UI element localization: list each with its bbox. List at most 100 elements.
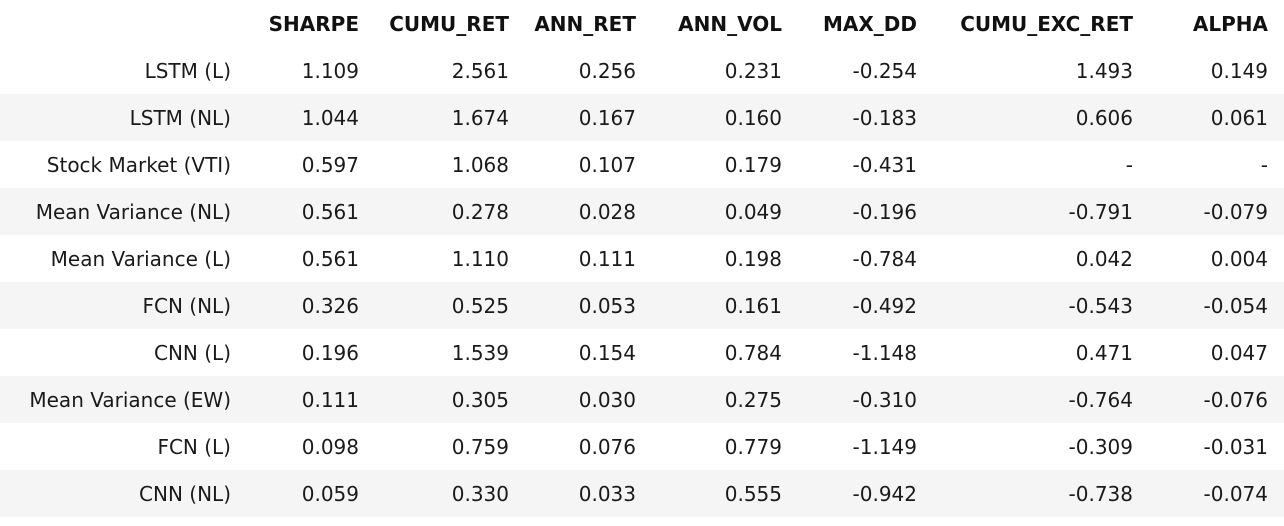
row-label: Stock Market (VTI) (0, 141, 250, 188)
cell-cumu-exc-ret: -0.309 (933, 423, 1149, 470)
table-row: LSTM (NL) 1.044 1.674 0.167 0.160 -0.183… (0, 94, 1284, 141)
cell-max-dd: -0.942 (798, 470, 933, 517)
cell-max-dd: -0.196 (798, 188, 933, 235)
cell-cumu-exc-ret: 0.606 (933, 94, 1149, 141)
cell-ann-vol: 0.179 (652, 141, 798, 188)
cell-max-dd: -0.784 (798, 235, 933, 282)
cell-alpha: 0.149 (1149, 47, 1284, 94)
cell-sharpe: 0.561 (250, 235, 375, 282)
cell-ann-vol: 0.231 (652, 47, 798, 94)
cell-ann-ret: 0.107 (525, 141, 652, 188)
cell-ann-ret: 0.111 (525, 235, 652, 282)
cell-cumu-exc-ret: -0.543 (933, 282, 1149, 329)
cell-sharpe: 0.561 (250, 188, 375, 235)
cell-cumu-ret: 0.525 (375, 282, 525, 329)
cell-ann-ret: 0.256 (525, 47, 652, 94)
cell-alpha: 0.047 (1149, 329, 1284, 376)
cell-max-dd: -0.492 (798, 282, 933, 329)
cell-alpha: -0.079 (1149, 188, 1284, 235)
cell-cumu-exc-ret: 1.493 (933, 47, 1149, 94)
cell-ann-ret: 0.028 (525, 188, 652, 235)
cell-ann-vol: 0.049 (652, 188, 798, 235)
cell-sharpe: 0.059 (250, 470, 375, 517)
cell-cumu-ret: 1.539 (375, 329, 525, 376)
cell-cumu-ret: 0.305 (375, 376, 525, 423)
cell-cumu-ret: 2.561 (375, 47, 525, 94)
row-label: Mean Variance (L) (0, 235, 250, 282)
row-label: CNN (NL) (0, 470, 250, 517)
cell-ann-vol: 0.160 (652, 94, 798, 141)
cell-ann-ret: 0.053 (525, 282, 652, 329)
cell-alpha: -0.074 (1149, 470, 1284, 517)
cell-sharpe: 1.109 (250, 47, 375, 94)
cell-ann-vol: 0.779 (652, 423, 798, 470)
row-label: LSTM (L) (0, 47, 250, 94)
table-row: LSTM (L) 1.109 2.561 0.256 0.231 -0.254 … (0, 47, 1284, 94)
row-label: Mean Variance (NL) (0, 188, 250, 235)
table-row: CNN (L) 0.196 1.539 0.154 0.784 -1.148 0… (0, 329, 1284, 376)
header-row: SHARPE CUMU_RET ANN_RET ANN_VOL MAX_DD C… (0, 0, 1284, 47)
cell-cumu-ret: 1.110 (375, 235, 525, 282)
row-label: CNN (L) (0, 329, 250, 376)
cell-max-dd: -0.254 (798, 47, 933, 94)
cell-alpha: -0.054 (1149, 282, 1284, 329)
cell-sharpe: 0.098 (250, 423, 375, 470)
table-row: FCN (NL) 0.326 0.525 0.053 0.161 -0.492 … (0, 282, 1284, 329)
cell-cumu-ret: 0.278 (375, 188, 525, 235)
cell-ann-vol: 0.784 (652, 329, 798, 376)
cell-ann-ret: 0.030 (525, 376, 652, 423)
cell-ann-ret: 0.076 (525, 423, 652, 470)
table-row: CNN (NL) 0.059 0.330 0.033 0.555 -0.942 … (0, 470, 1284, 517)
cell-ann-vol: 0.555 (652, 470, 798, 517)
cell-cumu-ret: 1.674 (375, 94, 525, 141)
row-label: Mean Variance (EW) (0, 376, 250, 423)
cell-alpha: 0.004 (1149, 235, 1284, 282)
cell-cumu-exc-ret: 0.471 (933, 329, 1149, 376)
header-cell-cumu-ret: CUMU_RET (375, 0, 525, 47)
cell-cumu-exc-ret: 0.042 (933, 235, 1149, 282)
header-cell-max-dd: MAX_DD (798, 0, 933, 47)
row-label: FCN (NL) (0, 282, 250, 329)
cell-sharpe: 0.196 (250, 329, 375, 376)
cell-ann-ret: 0.033 (525, 470, 652, 517)
header-cell-ann-ret: ANN_RET (525, 0, 652, 47)
cell-alpha: -0.076 (1149, 376, 1284, 423)
header-cell-ann-vol: ANN_VOL (652, 0, 798, 47)
cell-cumu-ret: 0.330 (375, 470, 525, 517)
cell-alpha: - (1149, 141, 1284, 188)
cell-sharpe: 1.044 (250, 94, 375, 141)
header-cell-alpha: ALPHA (1149, 0, 1284, 47)
cell-ann-ret: 0.167 (525, 94, 652, 141)
cell-cumu-exc-ret: -0.791 (933, 188, 1149, 235)
cell-ann-vol: 0.198 (652, 235, 798, 282)
cell-sharpe: 0.326 (250, 282, 375, 329)
table-row: Mean Variance (NL) 0.561 0.278 0.028 0.0… (0, 188, 1284, 235)
row-label: LSTM (NL) (0, 94, 250, 141)
cell-max-dd: -0.183 (798, 94, 933, 141)
table-row: Stock Market (VTI) 0.597 1.068 0.107 0.1… (0, 141, 1284, 188)
cell-ann-vol: 0.161 (652, 282, 798, 329)
cell-cumu-ret: 0.759 (375, 423, 525, 470)
cell-alpha: 0.061 (1149, 94, 1284, 141)
header-cell-blank (0, 0, 250, 47)
cell-cumu-ret: 1.068 (375, 141, 525, 188)
table-row: Mean Variance (EW) 0.111 0.305 0.030 0.2… (0, 376, 1284, 423)
cell-cumu-exc-ret: -0.738 (933, 470, 1149, 517)
header-cell-sharpe: SHARPE (250, 0, 375, 47)
cell-max-dd: -1.149 (798, 423, 933, 470)
cell-max-dd: -1.148 (798, 329, 933, 376)
cell-ann-ret: 0.154 (525, 329, 652, 376)
row-label: FCN (L) (0, 423, 250, 470)
cell-ann-vol: 0.275 (652, 376, 798, 423)
table-row: FCN (L) 0.098 0.759 0.076 0.779 -1.149 -… (0, 423, 1284, 470)
table-row: Mean Variance (L) 0.561 1.110 0.111 0.19… (0, 235, 1284, 282)
cell-cumu-exc-ret: - (933, 141, 1149, 188)
cell-max-dd: -0.310 (798, 376, 933, 423)
cell-max-dd: -0.431 (798, 141, 933, 188)
cell-sharpe: 0.111 (250, 376, 375, 423)
cell-alpha: -0.031 (1149, 423, 1284, 470)
header-cell-cumu-exc-ret: CUMU_EXC_RET (933, 0, 1149, 47)
cell-cumu-exc-ret: -0.764 (933, 376, 1149, 423)
cell-sharpe: 0.597 (250, 141, 375, 188)
